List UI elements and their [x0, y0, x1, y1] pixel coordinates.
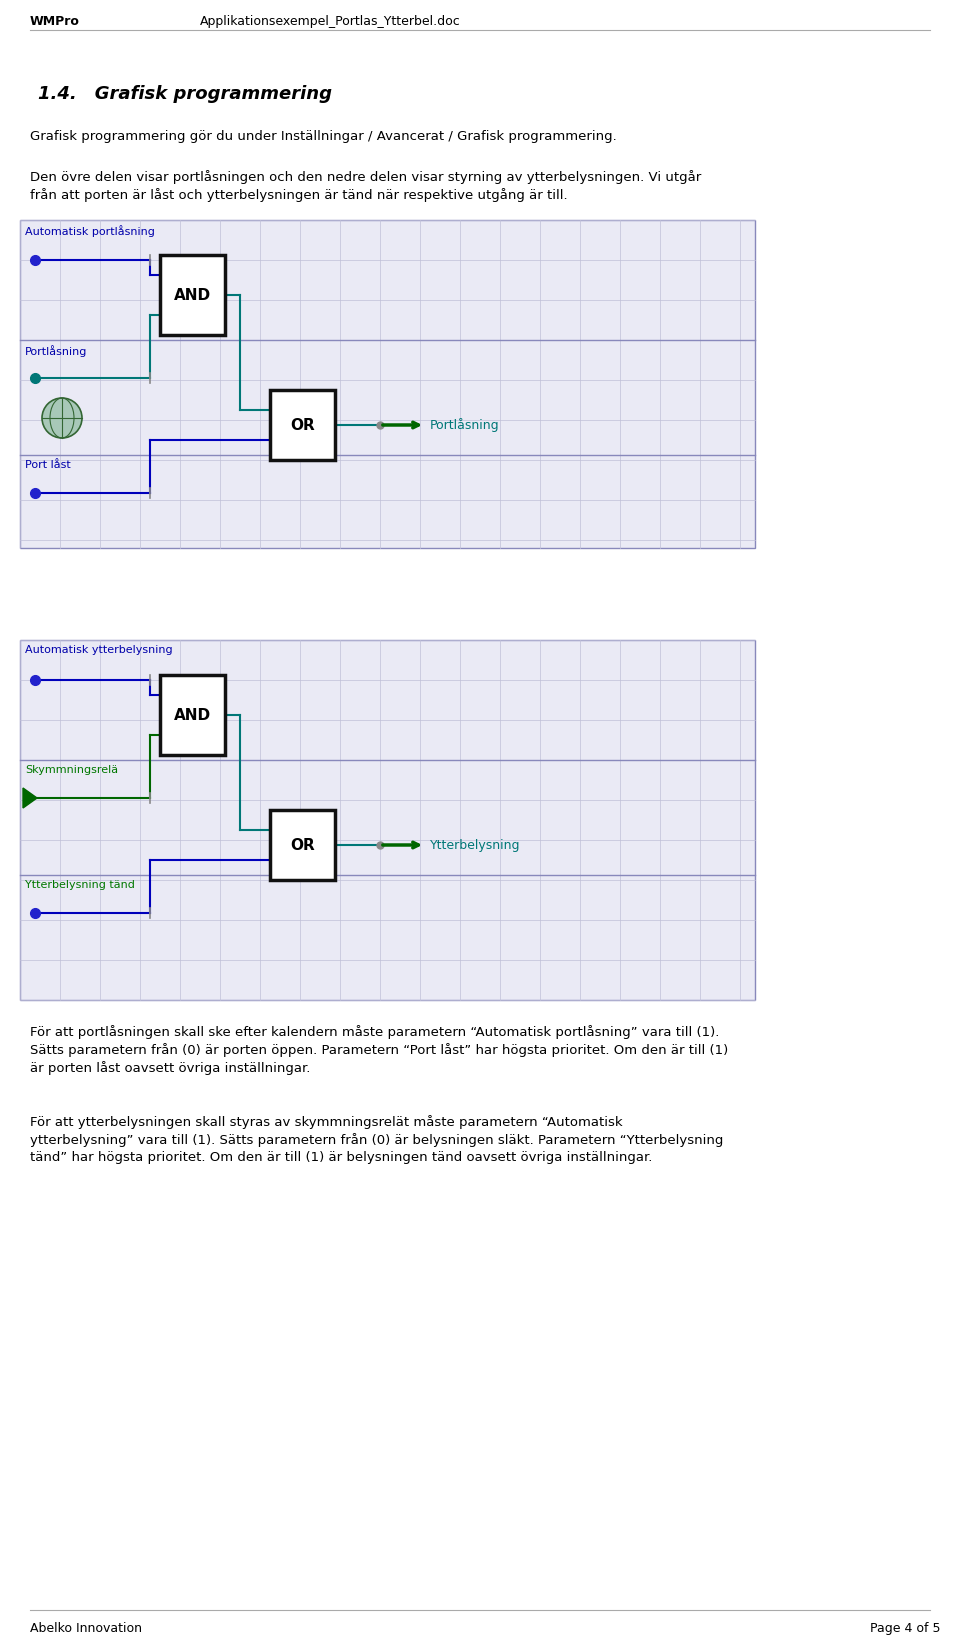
Polygon shape — [23, 787, 37, 807]
Text: från att porten är låst och ytterbelysningen är tänd när respektive utgång är ti: från att porten är låst och ytterbelysni… — [30, 187, 567, 202]
Text: För att ytterbelysningen skall styras av skymmningsrelät måste parametern “Autom: För att ytterbelysningen skall styras av… — [30, 1115, 623, 1129]
Bar — [160, 255, 225, 335]
Text: Ytterbelysning: Ytterbelysning — [430, 838, 520, 852]
Text: Sätts parametern från (0) är porten öppen. Parametern “Port låst” har högsta pri: Sätts parametern från (0) är porten öppe… — [30, 1042, 729, 1057]
Text: För att portlåsningen skall ske efter kalendern måste parametern “Automatisk por: För att portlåsningen skall ske efter ka… — [30, 1024, 719, 1039]
Text: Den övre delen visar portlåsningen och den nedre delen visar styrning av ytterbe: Den övre delen visar portlåsningen och d… — [30, 169, 701, 184]
Bar — [20, 640, 755, 1000]
Text: tänd” har högsta prioritet. Om den är till (1) är belysningen tänd oavsett övrig: tänd” har högsta prioritet. Om den är ti… — [30, 1151, 653, 1164]
Text: OR: OR — [290, 837, 315, 853]
Bar — [270, 810, 335, 880]
Text: 1.4. Grafisk programmering: 1.4. Grafisk programmering — [38, 85, 332, 104]
Text: Automatisk portlåsning: Automatisk portlåsning — [25, 225, 155, 237]
Text: Skymmningsrelä: Skymmningsrelä — [25, 764, 118, 774]
Text: WMPro: WMPro — [30, 15, 80, 28]
Text: ytterbelysning” vara till (1). Sätts parametern från (0) är belysningen släkt. P: ytterbelysning” vara till (1). Sätts par… — [30, 1133, 724, 1148]
Text: AND: AND — [174, 707, 211, 722]
Text: AND: AND — [174, 288, 211, 302]
Text: Page 4 of 5: Page 4 of 5 — [870, 1623, 941, 1636]
Circle shape — [42, 398, 82, 437]
Text: är porten låst oavsett övriga inställningar.: är porten låst oavsett övriga inställnin… — [30, 1060, 310, 1075]
Bar — [270, 390, 335, 460]
Text: Ytterbelysning tänd: Ytterbelysning tänd — [25, 880, 134, 889]
Text: Grafisk programmering gör du under Inställningar / Avancerat / Grafisk programme: Grafisk programmering gör du under Instä… — [30, 130, 616, 143]
Text: Portlåsning: Portlåsning — [25, 345, 87, 357]
Text: Applikationsexempel_Portlas_Ytterbel.doc: Applikationsexempel_Portlas_Ytterbel.doc — [200, 15, 461, 28]
Text: Automatisk ytterbelysning: Automatisk ytterbelysning — [25, 644, 173, 654]
Text: OR: OR — [290, 418, 315, 432]
Text: Abelko Innovation: Abelko Innovation — [30, 1623, 142, 1636]
Text: Portlåsning: Portlåsning — [430, 418, 499, 432]
Text: Port låst: Port låst — [25, 460, 71, 470]
Bar — [20, 220, 755, 547]
Bar — [160, 676, 225, 755]
